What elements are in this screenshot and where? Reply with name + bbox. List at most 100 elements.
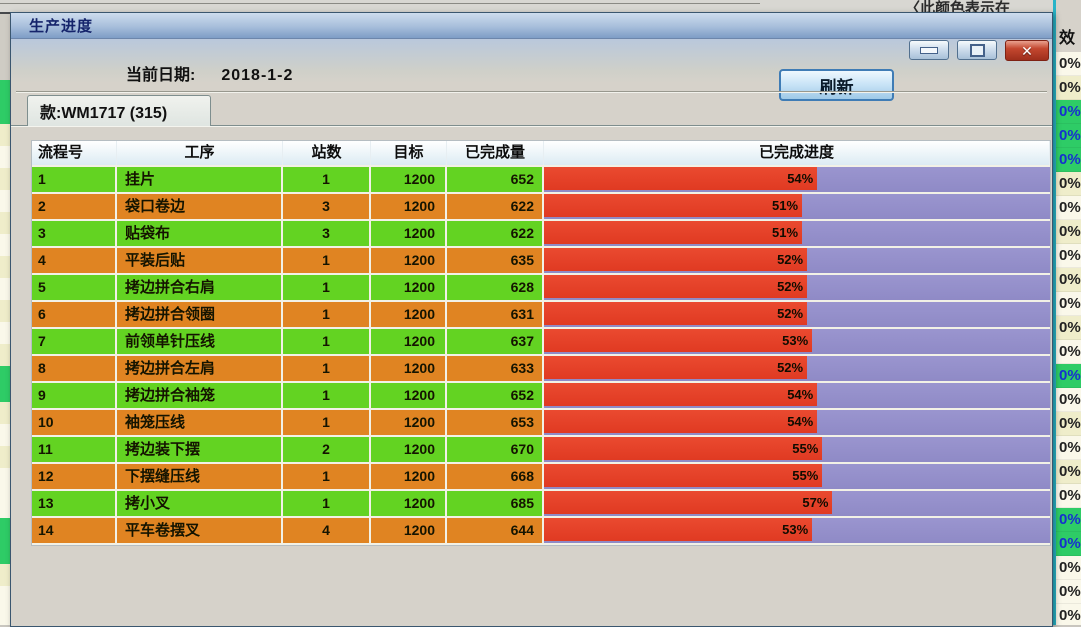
table-row[interactable]: 6 拷边拼合领圈 1 1200 631 52% [32,302,1050,329]
cell-done: 622 [447,194,544,221]
cell-process-no: 12 [32,464,117,491]
production-table: 流程号 工序 站数 目标 已完成量 已完成进度 1 挂片 1 1200 652 54% 2 袋… [31,140,1051,546]
table-row[interactable]: 5 拷边拼合右肩 1 1200 628 52% [32,275,1050,302]
close-button[interactable]: ✕ [1005,40,1049,61]
cell-done: 633 [447,356,544,383]
cell-target: 1200 [371,437,447,464]
side-column-row: 0% [1056,580,1081,604]
minimize-icon [920,46,938,54]
cell-operation: 拷边拼合领圈 [117,302,283,329]
table-row[interactable]: 8 拷边拼合左肩 1 1200 633 52% [32,356,1050,383]
header-cell-process-no: 流程号 [32,141,117,165]
left-strip-segment [0,124,10,146]
progress-cell: 53% [544,329,1050,356]
left-strip-segment [0,366,10,402]
progress-cell: 54% [544,167,1050,194]
progress-cell: 52% [544,275,1050,302]
table-row[interactable]: 9 拷边拼合袖笼 1 1200 652 54% [32,383,1050,410]
tab-label: 款:WM1717 (315) [40,105,168,122]
cell-done: 637 [447,329,544,356]
header-cell-progress: 已完成进度 [544,141,1050,165]
table-body: 1 挂片 1 1200 652 54% 2 袋口卷边 3 1200 622 51% 3 贴袋布 3 1200 6… [32,167,1050,545]
cell-process-no: 9 [32,383,117,410]
title-bar[interactable]: 生产进度 [11,13,1052,39]
progress-cell: 51% [544,221,1050,248]
content-panel: 流程号 工序 站数 目标 已完成量 已完成进度 1 挂片 1 1200 652 54% 2 袋… [11,125,1052,626]
side-column-row: 0% [1056,388,1081,412]
progress-cell: 55% [544,437,1050,464]
cell-process-no: 14 [32,518,117,545]
side-column-row: 0% [1056,172,1081,196]
progress-label: 51% [772,225,799,240]
header-cell-done: 已完成量 [447,141,544,165]
table-row[interactable]: 11 拷边装下摆 2 1200 670 55% [32,437,1050,464]
left-strip-segment [0,146,10,168]
progress-label: 51% [772,198,799,213]
left-strip-segment [0,300,10,322]
progress-label: 52% [777,252,804,267]
header-cell-target: 目标 [371,141,447,165]
cell-operation: 前领单针压线 [117,329,283,356]
cell-process-no: 1 [32,167,117,194]
progress-bar: 55% [544,437,823,460]
side-column-row: 0% [1056,412,1081,436]
table-row[interactable]: 3 贴袋布 3 1200 622 51% [32,221,1050,248]
progress-bar: 51% [544,221,803,244]
tab-style-wm1717[interactable]: 款:WM1717 (315) [27,95,211,126]
side-column-row: 0% [1056,364,1081,388]
cell-operation: 挂片 [117,167,283,194]
left-strip-segment [0,564,10,586]
side-column-row: 0% [1056,556,1081,580]
cell-process-no: 5 [32,275,117,302]
table-row[interactable]: 13 拷小叉 1 1200 685 57% [32,491,1050,518]
side-column-row: 0% [1056,220,1081,244]
progress-bar: 52% [544,248,808,271]
progress-bar: 53% [544,518,813,541]
cell-operation: 袋口卷边 [117,194,283,221]
progress-cell: 54% [544,410,1050,437]
side-column-row: 0% [1056,508,1081,532]
table-row[interactable]: 7 前领单针压线 1 1200 637 53% [32,329,1050,356]
table-row[interactable]: 2 袋口卷边 3 1200 622 51% [32,194,1050,221]
cell-stations: 1 [283,248,371,275]
left-strip-segment [0,278,10,300]
cell-operation: 下摆缝压线 [117,464,283,491]
side-column-rows: 0% 0% 0% 0% 0% 0% 0% 0% 0% 0% 0% 0% 0% 0% 0% 0% 0% 0% 0% 0%… [1056,52,1081,625]
cell-target: 1200 [371,410,447,437]
cell-stations: 1 [283,302,371,329]
minimize-button[interactable] [909,40,949,60]
progress-bar: 53% [544,329,813,352]
cell-target: 1200 [371,221,447,248]
side-column-row: 0% [1056,460,1081,484]
side-column-row: 0% [1056,76,1081,100]
side-column-header: 效 [1059,30,1076,47]
table-row[interactable]: 10 袖笼压线 1 1200 653 54% [32,410,1050,437]
cell-target: 1200 [371,329,447,356]
cell-done: 685 [447,491,544,518]
window-title: 生产进度 [29,18,94,35]
cell-target: 1200 [371,464,447,491]
cell-operation: 平装后贴 [117,248,283,275]
table-row[interactable]: 4 平装后贴 1 1200 635 52% [32,248,1050,275]
side-column: 效 0% 0% 0% 0% 0% 0% 0% 0% 0% 0% 0% 0% 0% 0% 0% 0% 0% 0% 0%… [1053,0,1081,625]
left-strip-segment [0,424,10,446]
cell-process-no: 2 [32,194,117,221]
maximize-button[interactable] [957,40,997,60]
header-cell-stations: 站数 [283,141,371,165]
table-row[interactable]: 1 挂片 1 1200 652 54% [32,167,1050,194]
progress-label: 52% [777,306,804,321]
progress-bar: 52% [544,302,808,325]
refresh-button[interactable]: 刷新 [779,69,894,101]
left-strip-segment [0,490,10,518]
side-column-row: 0% [1056,124,1081,148]
cell-process-no: 8 [32,356,117,383]
cell-process-no: 4 [32,248,117,275]
table-row[interactable]: 12 下摆缝压线 1 1200 668 55% [32,464,1050,491]
progress-label: 55% [792,441,819,456]
cell-target: 1200 [371,167,447,194]
table-row[interactable]: 14 平车卷摆叉 4 1200 644 53% [32,518,1050,545]
side-column-row: 0% [1056,340,1081,364]
cell-operation: 拷边装下摆 [117,437,283,464]
cell-done: 668 [447,464,544,491]
side-column-row: 0% [1056,532,1081,556]
